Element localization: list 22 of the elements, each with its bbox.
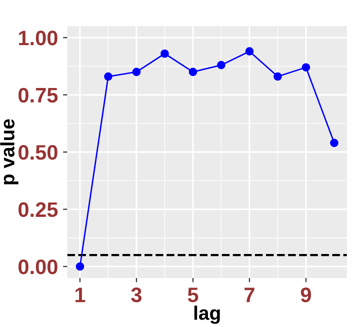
point bbox=[302, 63, 310, 72]
point bbox=[104, 72, 112, 81]
point bbox=[188, 68, 198, 76]
x-axis-title: lag bbox=[194, 306, 220, 324]
x-tick-label: 7 bbox=[244, 288, 254, 302]
y-tick-label: 0.50 bbox=[18, 145, 58, 160]
y-tick-label: 1.00 bbox=[19, 30, 58, 46]
y-tick-label: 0.75 bbox=[18, 88, 58, 103]
point bbox=[160, 49, 169, 58]
point bbox=[217, 60, 226, 70]
point bbox=[132, 68, 141, 76]
x-tick-label: 3 bbox=[131, 288, 142, 302]
y-tick-label: 0.25 bbox=[18, 202, 58, 218]
point bbox=[274, 72, 282, 81]
y-tick-label: 0.00 bbox=[18, 260, 58, 274]
x-tick-label: 1 bbox=[75, 288, 86, 302]
x-tick-label: 9 bbox=[300, 288, 311, 302]
point bbox=[76, 262, 84, 271]
point bbox=[245, 47, 254, 56]
point bbox=[330, 138, 338, 148]
y-axis-title: p value bbox=[0, 119, 18, 184]
x-tick-label: 5 bbox=[188, 288, 198, 302]
